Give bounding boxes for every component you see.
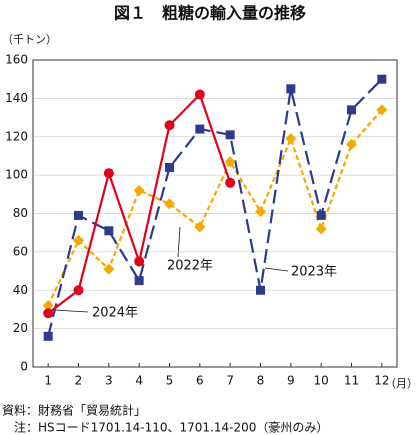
x-tick-label: 3 bbox=[105, 374, 113, 388]
series-line bbox=[47, 78, 383, 337]
marker bbox=[133, 184, 145, 196]
series-label: 2023年 bbox=[291, 265, 337, 280]
y-tick-label: 100 bbox=[5, 168, 28, 182]
chart-title: 図１ 粗糖の輸入量の推移 bbox=[114, 4, 306, 23]
y-tick-label: 0 bbox=[20, 360, 28, 374]
plot-frame bbox=[32, 59, 398, 368]
marker bbox=[195, 124, 205, 134]
leader-line bbox=[53, 309, 89, 313]
marker bbox=[346, 138, 357, 150]
marker bbox=[194, 221, 206, 233]
marker bbox=[194, 89, 205, 100]
marker bbox=[43, 331, 53, 341]
leader-line bbox=[264, 267, 289, 272]
marker bbox=[164, 198, 175, 210]
marker bbox=[376, 104, 388, 116]
y-tick-label: 40 bbox=[13, 283, 28, 297]
marker bbox=[43, 308, 54, 319]
marker bbox=[347, 105, 356, 115]
marker bbox=[225, 177, 236, 188]
series-label: 2022年 bbox=[167, 259, 213, 274]
marker bbox=[134, 276, 144, 286]
x-axis-unit: （月） bbox=[385, 377, 418, 390]
marker bbox=[224, 156, 236, 168]
marker bbox=[377, 74, 387, 84]
marker bbox=[73, 285, 84, 296]
y-tick-label: 120 bbox=[5, 129, 28, 143]
marker bbox=[165, 162, 174, 172]
x-tick-label: 2 bbox=[75, 374, 83, 388]
y-axis-unit: （千トン） bbox=[2, 33, 57, 46]
x-tick-label: 1 bbox=[44, 374, 52, 388]
x-tick-label: 11 bbox=[344, 374, 359, 388]
marker bbox=[255, 206, 266, 218]
x-tick-label: 6 bbox=[196, 374, 204, 388]
marker bbox=[316, 210, 326, 220]
x-tick-label: 5 bbox=[166, 374, 174, 388]
y-tick-label: 20 bbox=[13, 321, 28, 335]
marker bbox=[103, 168, 114, 179]
y-tick-label: 60 bbox=[13, 244, 28, 258]
x-tick-label: 4 bbox=[135, 374, 143, 388]
series-label: 2024年 bbox=[92, 306, 138, 321]
marker bbox=[42, 300, 54, 312]
x-tick-label: 10 bbox=[314, 374, 329, 388]
marker bbox=[286, 84, 296, 94]
marker bbox=[256, 285, 265, 295]
marker bbox=[104, 226, 114, 236]
x-tick-label: 9 bbox=[287, 374, 295, 388]
x-tick-label: 8 bbox=[257, 374, 265, 388]
marker bbox=[103, 263, 115, 275]
note: 注：HSコード1701.14-110、1701.14-200（豪州のみ） bbox=[14, 420, 328, 435]
series-line bbox=[47, 109, 383, 307]
marker bbox=[73, 234, 84, 246]
y-tick-label: 140 bbox=[5, 91, 28, 105]
marker bbox=[134, 256, 145, 267]
marker bbox=[164, 120, 175, 131]
x-tick-label: 12 bbox=[374, 374, 389, 388]
marker bbox=[225, 130, 235, 140]
x-tick-label: 7 bbox=[226, 374, 234, 388]
y-tick-label: 80 bbox=[13, 206, 28, 220]
marker bbox=[285, 133, 297, 145]
marker bbox=[315, 223, 327, 235]
y-tick-label: 160 bbox=[5, 53, 28, 67]
leader-line bbox=[177, 226, 181, 258]
marker bbox=[74, 210, 83, 220]
source: 資料：財務省「貿易統計」 bbox=[2, 403, 146, 418]
